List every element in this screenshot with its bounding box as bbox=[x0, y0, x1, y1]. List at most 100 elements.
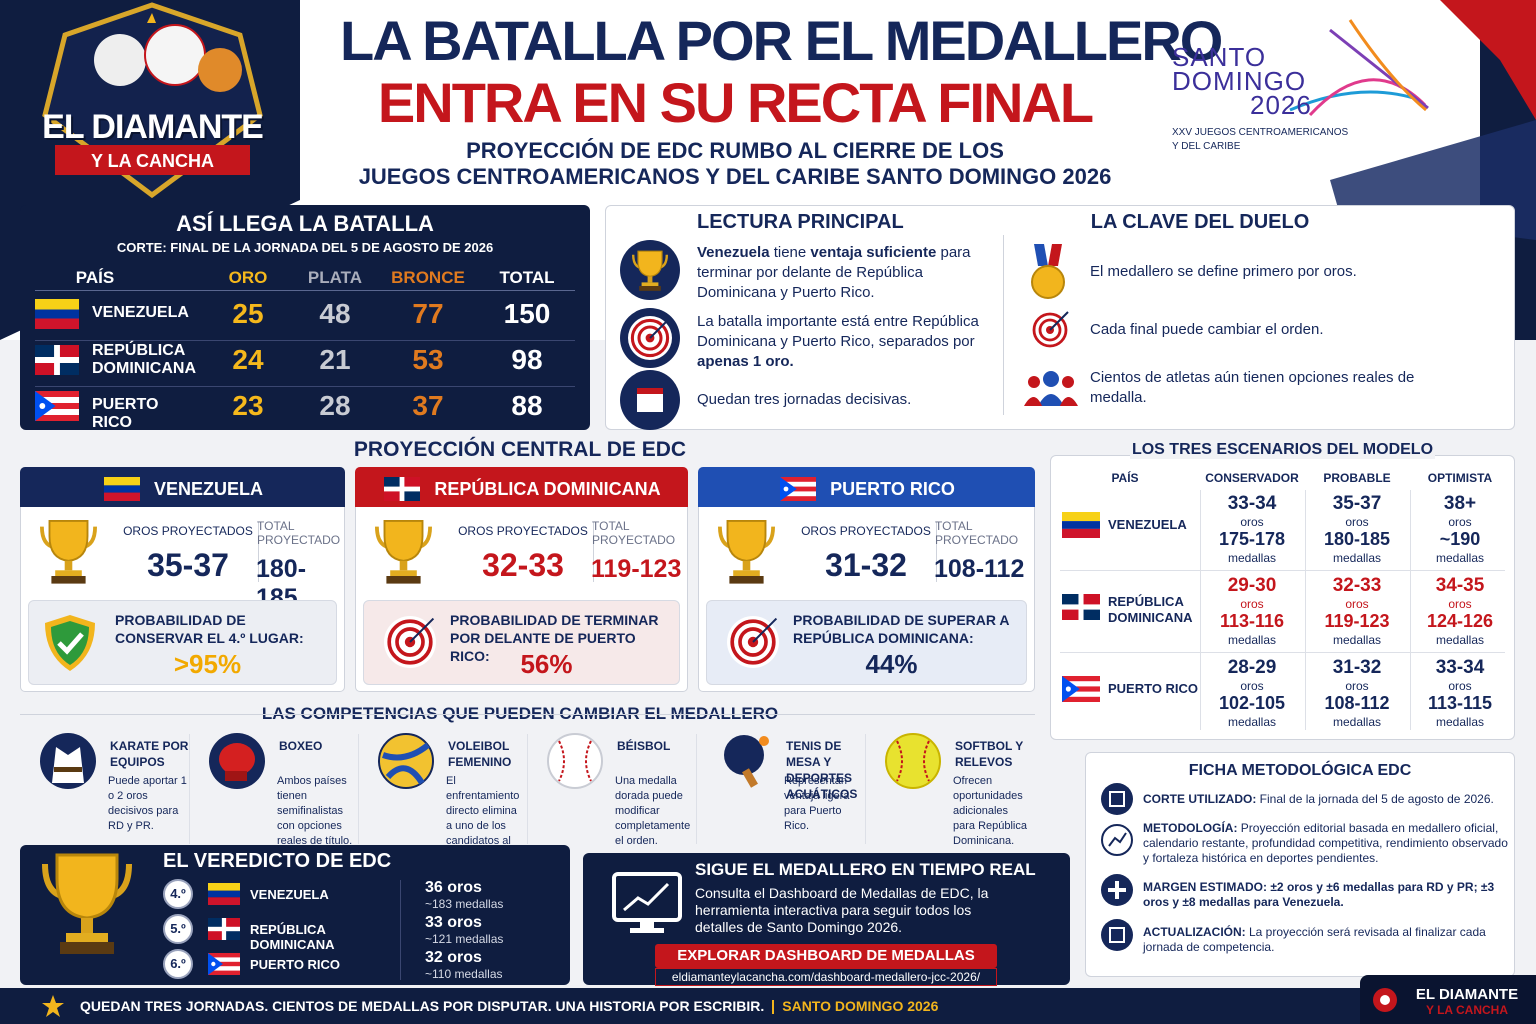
method-icon bbox=[1101, 874, 1133, 906]
decoration bbox=[395, 627, 425, 657]
separator-bar bbox=[772, 1000, 775, 1015]
decoration bbox=[1062, 594, 1079, 605]
flag bbox=[1062, 676, 1100, 702]
monitor-icon bbox=[612, 872, 682, 933]
scenario-medals: 113-116 bbox=[1219, 611, 1285, 631]
decoration bbox=[208, 953, 223, 975]
unit: oros bbox=[1240, 597, 1264, 611]
country: VENEZUELA bbox=[250, 887, 329, 902]
decoration bbox=[612, 872, 682, 922]
decoration bbox=[1083, 609, 1100, 620]
method-label: ACTUALIZACIÓN: bbox=[1143, 925, 1246, 939]
unit: oros bbox=[1345, 679, 1369, 693]
decoration bbox=[59, 363, 79, 375]
decoration bbox=[409, 617, 435, 643]
decoration bbox=[144, 24, 206, 86]
country: PUERTO RICO bbox=[250, 957, 341, 972]
decoration bbox=[1062, 528, 1100, 538]
decoration bbox=[1062, 686, 1100, 692]
country: REPÚBLICA DOMINICANA bbox=[92, 342, 196, 377]
probability-value: 56% bbox=[520, 649, 573, 679]
panel-title: LOS TRES ESCENARIOS DEL MODELO bbox=[1130, 441, 1435, 459]
scenario-golds: 33-34 bbox=[1435, 657, 1485, 678]
method-item: ACTUALIZACIÓN: La proyección será revisa… bbox=[1143, 925, 1508, 955]
column-rule bbox=[527, 734, 528, 844]
scenario-golds: 29-30 bbox=[1227, 575, 1277, 596]
row-rule bbox=[35, 340, 575, 341]
decoration bbox=[103, 477, 140, 486]
target-icon bbox=[727, 616, 779, 668]
scenario-medals: 124-126 bbox=[1426, 611, 1494, 631]
medal-icon bbox=[1031, 244, 1065, 299]
unit: medallas bbox=[1332, 633, 1382, 647]
dashboard-button[interactable]: EXPLORAR DASHBOARD DE MEDALLAS bbox=[655, 944, 997, 968]
card-header-text: REPÚBLICA DOMINICANA bbox=[355, 477, 688, 501]
decoration bbox=[384, 477, 400, 487]
decoration bbox=[81, 918, 93, 933]
sport-desc: Ambos países tienen semifinalistas con o… bbox=[277, 775, 353, 847]
header-rule bbox=[35, 290, 575, 291]
decoration bbox=[40, 519, 98, 584]
decoration bbox=[1083, 594, 1100, 605]
logo-title: EL DIAMANTE bbox=[42, 108, 264, 146]
decoration bbox=[1062, 696, 1100, 702]
unit: medallas bbox=[1227, 715, 1277, 729]
decoration bbox=[623, 882, 670, 912]
row-rule bbox=[35, 386, 575, 387]
scenario-medals: 180-185 bbox=[1323, 529, 1391, 549]
flag bbox=[780, 477, 817, 501]
decoration bbox=[42, 995, 64, 1017]
live-text: Consulta el Dashboard de Medallas de EDC… bbox=[695, 885, 989, 935]
main-title: LA BATALLA POR EL MEDALLERO bbox=[340, 9, 1223, 72]
decoration bbox=[226, 918, 240, 927]
text-run: tiene bbox=[769, 244, 811, 261]
gold-label: OROS PROYECTADOS bbox=[458, 524, 588, 538]
decoration bbox=[1348, 19, 1427, 112]
unit: medallas bbox=[1227, 551, 1277, 565]
scenario-golds: 35-37 bbox=[1332, 493, 1382, 514]
panel-title: ASÍ LLEGA LA BATALLA bbox=[176, 211, 434, 236]
text-run: Quedan tres jornadas decisivas. bbox=[697, 391, 912, 408]
decoration bbox=[404, 477, 421, 487]
decoration bbox=[547, 733, 603, 789]
medal-count: 150 bbox=[503, 298, 551, 329]
column-header: PROBABLE bbox=[1323, 471, 1391, 485]
decoration bbox=[637, 388, 663, 394]
brand-icon bbox=[1373, 988, 1397, 1012]
unit: oros bbox=[1345, 515, 1369, 529]
medal-count: 77 bbox=[412, 298, 444, 329]
text-run: Venezuela bbox=[697, 244, 770, 261]
methodology-panel bbox=[1085, 752, 1515, 977]
method-icon bbox=[1101, 824, 1133, 856]
footer-message: QUEDAN TRES JORNADAS. CIENTOS DE MEDALLA… bbox=[80, 998, 765, 1014]
decoration bbox=[57, 632, 84, 655]
star-icon bbox=[42, 995, 64, 1017]
decoration bbox=[378, 733, 434, 789]
scenario-medals: 108-112 bbox=[1324, 693, 1390, 713]
unit: oros bbox=[1448, 597, 1472, 611]
decoration bbox=[1049, 311, 1069, 331]
decoration bbox=[52, 747, 84, 783]
dashboard-url[interactable]: eldiamanteylacancha.com/dashboard-medall… bbox=[655, 968, 997, 986]
decoration bbox=[35, 415, 79, 421]
decoration bbox=[1032, 312, 1068, 348]
sport-desc: Una medalla dorada puede modificar compl… bbox=[615, 775, 691, 847]
trophy-icon bbox=[40, 519, 98, 584]
scenario-medals: 102-105 bbox=[1218, 693, 1286, 713]
decoration bbox=[1062, 512, 1100, 522]
flag bbox=[35, 345, 79, 375]
decoration bbox=[1062, 512, 1100, 538]
standings-panel bbox=[20, 205, 590, 430]
method-text: La proyección será revisada al finalizar… bbox=[1143, 925, 1486, 954]
column-header: BRONCE bbox=[391, 268, 465, 287]
column-rule bbox=[1200, 490, 1201, 730]
decoration bbox=[1038, 394, 1064, 406]
method-item: MARGEN ESTIMADO: ±2 oros y ±6 medallas p… bbox=[1143, 880, 1508, 910]
scenario-golds: 32-33 bbox=[1332, 575, 1382, 596]
unit: oros bbox=[1240, 515, 1264, 529]
method-label: CORTE UTILIZADO: bbox=[1143, 792, 1257, 806]
verdict-medals: ~110 medallas bbox=[425, 967, 503, 981]
scenarios-panel bbox=[1050, 455, 1515, 740]
column-rule bbox=[696, 734, 697, 844]
